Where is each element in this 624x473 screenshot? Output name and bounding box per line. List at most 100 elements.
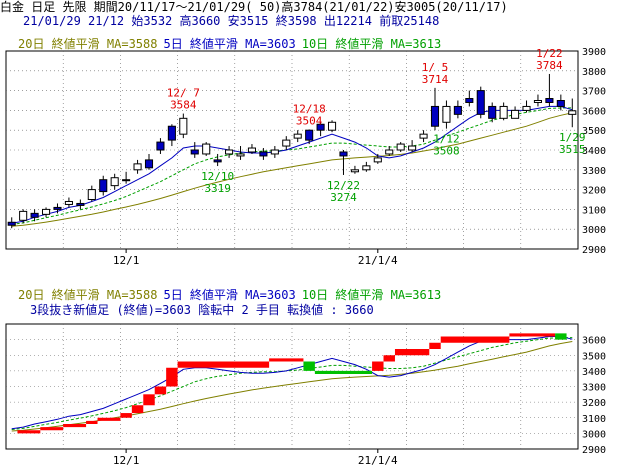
- x-tick-label: 21/1/4: [358, 254, 398, 267]
- y-tick-label: 3800: [582, 67, 606, 78]
- y-tick-label: 3400: [582, 367, 606, 378]
- legend-entry-3: 10日 終値平滑 MA=3613: [302, 36, 441, 51]
- peak-value-label: 3784: [536, 59, 563, 72]
- candle-body: [76, 202, 85, 206]
- candle-body: [53, 206, 62, 210]
- break-brick: [394, 349, 430, 356]
- y-tick-label: 2900: [582, 445, 606, 456]
- y-tick-label: 3600: [582, 106, 606, 117]
- break-brick: [154, 386, 167, 395]
- candle-body: [156, 141, 165, 151]
- break-brick: [303, 361, 315, 371]
- break-brick: [555, 333, 567, 340]
- trough-value-label: 3515: [559, 143, 586, 156]
- ma-line-ma20: [11, 341, 573, 432]
- candle-body: [511, 109, 520, 119]
- ma-line-ma10: [11, 107, 573, 225]
- candlestick-panel: 2900 3000 3100 3200 3300 3400 3500 3600 3700 3800…: [5, 36, 606, 267]
- y-tick-label: 2900: [582, 245, 606, 256]
- candle-body: [19, 210, 28, 221]
- candle-body: [236, 153, 245, 157]
- candle-body: [87, 189, 96, 201]
- candle-body: [282, 139, 291, 147]
- new-price-panel: 2900 3000 3100 3200 3300 3400 3500 3600 12/1 21/1…: [5, 287, 606, 467]
- x-tick-label: 12/1: [113, 254, 140, 267]
- candle-body: [385, 149, 394, 155]
- y-tick-label: 3000: [582, 225, 606, 236]
- peak-value-label: 3584: [170, 99, 197, 112]
- legend-entry-1: 20日 終値平滑 MA=3588: [18, 36, 157, 51]
- candle-body: [362, 165, 371, 171]
- candle-body: [373, 157, 382, 163]
- candle-body: [144, 159, 154, 169]
- y-tick-label: 3300: [582, 383, 606, 394]
- candle-body: [533, 100, 543, 103]
- y-tick-label: 3400: [582, 146, 606, 157]
- candle-body: [408, 145, 417, 151]
- break-brick: [166, 367, 178, 387]
- break-brick: [440, 336, 510, 343]
- break-brick: [509, 333, 556, 337]
- x-tick-label: 21/1/4: [358, 454, 398, 467]
- trough-date-label: 12/22: [327, 179, 360, 192]
- candle-body: [305, 129, 314, 141]
- candle-body: [225, 149, 234, 155]
- legend-entry-2: 5日 終値平滑 MA=3603: [163, 36, 295, 51]
- y-tick-label: 3100: [582, 205, 606, 216]
- ma-line-ma20: [11, 112, 573, 227]
- candle-body: [488, 105, 497, 119]
- candle-body: [179, 117, 188, 135]
- candle-body: [442, 105, 451, 123]
- break-brick: [63, 424, 87, 428]
- y-tick-label: 3900: [582, 47, 606, 58]
- break-brick: [143, 394, 155, 406]
- break-brick: [177, 361, 270, 368]
- legend-entry-2: 5日 終値平滑 MA=3603: [163, 287, 295, 302]
- candle-body: [202, 143, 211, 155]
- trough-value-label: 3274: [330, 191, 357, 204]
- candle-body: [270, 149, 279, 155]
- candle-body: [293, 133, 302, 139]
- y-tick-label: 3200: [582, 398, 606, 409]
- trough-date-label: 1/29: [559, 131, 586, 144]
- break-brick: [429, 342, 441, 349]
- candle-body: [190, 149, 199, 155]
- trough-date-label: 1/12: [433, 133, 460, 146]
- break-brick: [372, 361, 384, 371]
- candle-body: [64, 200, 73, 205]
- candle-body: [396, 143, 405, 151]
- candle-body: [167, 125, 176, 141]
- y-tick-label: 3000: [582, 429, 606, 440]
- y-tick-label: 3500: [582, 126, 606, 137]
- candle-body: [122, 179, 131, 182]
- break-brick: [120, 413, 132, 418]
- y-tick-label: 3200: [582, 186, 606, 197]
- y-tick-label: 3100: [582, 414, 606, 425]
- candle-body: [41, 208, 51, 215]
- candle-body: [419, 133, 428, 139]
- candle-body: [476, 90, 485, 115]
- header-line2: 21/01/29 21/12 始3532 高3660 安3515 終3598 出…: [23, 14, 440, 28]
- y-tick-label: 3500: [582, 351, 606, 362]
- candle-body: [453, 105, 462, 115]
- candle-body: [30, 212, 39, 218]
- candle-body: [99, 179, 108, 193]
- candle-body: [465, 98, 474, 103]
- candle-body: [259, 151, 268, 157]
- y-tick-label: 3300: [582, 166, 606, 177]
- y-tick-label: 3700: [582, 87, 606, 98]
- break-brick: [86, 420, 98, 424]
- candle-body: [7, 221, 16, 226]
- peak-date-label: 1/22: [536, 47, 563, 60]
- candle-body: [133, 163, 142, 171]
- peak-value-label: 3504: [296, 114, 323, 127]
- peak-date-label: 12/18: [293, 102, 326, 115]
- candle-body: [522, 105, 531, 111]
- break-brick: [269, 358, 304, 362]
- candle-body: [339, 151, 348, 157]
- trough-value-label: 3319: [204, 182, 231, 195]
- candle-body: [499, 105, 508, 119]
- candle-body: [316, 123, 325, 131]
- candle-body: [568, 110, 577, 115]
